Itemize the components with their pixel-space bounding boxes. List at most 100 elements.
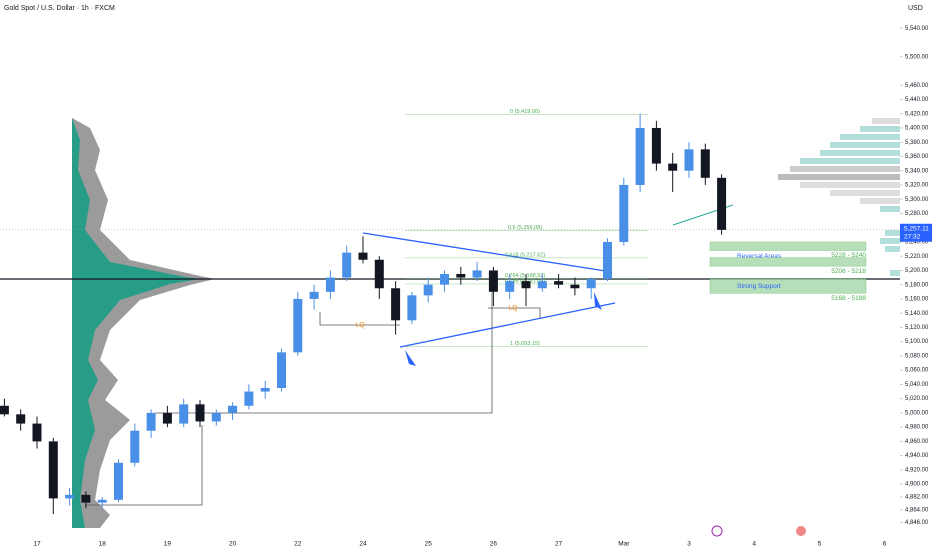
y-tick-label: 5,100.00 [905, 339, 929, 345]
y-tick-label: 4,900.00 [905, 482, 929, 488]
zone-title: Reversal Areas [737, 253, 782, 260]
candle-body [635, 127, 645, 185]
y-tick-label: 5,180.00 [905, 282, 929, 288]
candle-body [114, 462, 123, 500]
candle-body [293, 298, 303, 353]
candle-body [700, 149, 710, 178]
candle-body [668, 163, 678, 171]
trend-line [362, 232, 613, 273]
y-tick-label: 5,120.00 [905, 325, 929, 331]
volume-profile-gray [72, 118, 215, 528]
candle-body [342, 252, 352, 278]
currency: USD [908, 5, 923, 12]
x-tick-label: 24 [359, 541, 367, 548]
y-tick-label: 5,240.00 [905, 240, 929, 246]
price-tag [900, 223, 932, 242]
candle-body [391, 288, 401, 321]
y-tick-label: 4,846.00 [905, 520, 929, 526]
candle-body [423, 284, 433, 296]
y-tick-label: 5,460.00 [905, 83, 929, 89]
y-tick-label: 4,882.00 [905, 495, 929, 501]
candle-body [244, 391, 254, 406]
candle-body [684, 149, 694, 171]
y-tick-label: 4,920.00 [905, 467, 929, 473]
y-tick-label: 5,020.00 [905, 396, 929, 402]
y-tick-label: 5,280.00 [905, 211, 929, 217]
x-tick-label: 18 [99, 541, 107, 548]
candle-body [521, 281, 531, 289]
x-tick-label: 6 [883, 541, 887, 548]
candle-body [16, 414, 26, 424]
y-tick-label: 4,980.00 [905, 425, 929, 431]
y-tick-label: 5,440.00 [905, 97, 929, 103]
y-tick-label: 5,220.00 [905, 254, 929, 260]
candle-body [32, 423, 42, 442]
y-tick-label: 5,360.00 [905, 154, 929, 160]
candle-body [0, 405, 9, 415]
lq-bracket [319, 312, 400, 326]
candle-body [358, 252, 368, 260]
zone [709, 278, 867, 294]
x-tick-label: 22 [294, 541, 302, 548]
x-tick-label: 25 [425, 541, 433, 548]
candle-body [407, 295, 417, 321]
lq-bracket [488, 307, 541, 318]
candle-body [537, 281, 547, 289]
x-tick-label: 5 [818, 541, 822, 548]
candle-body [195, 404, 205, 422]
right-volume-profile [778, 118, 900, 276]
zone-range: 5206 - 5218 [831, 268, 866, 275]
price-label: 5,257.11 [904, 225, 929, 232]
candle-body [179, 404, 189, 424]
y-tick-label: 5,160.00 [905, 297, 929, 303]
candle-body [325, 277, 335, 292]
x-tick-label: Mar [618, 541, 630, 548]
x-tick-label: 20 [229, 541, 237, 548]
y-tick-label: 5,080.00 [905, 353, 929, 359]
event-icon[interactable] [796, 526, 806, 536]
y-tick-label: 5,420.00 [905, 111, 929, 117]
y-tick-label: 5,380.00 [905, 140, 929, 146]
candle-body [456, 274, 466, 278]
annotation: LQ [508, 305, 518, 312]
volume-profile-teal [72, 118, 200, 528]
candle-body [651, 127, 661, 164]
fib-label: 0.5 (5,256.08) [508, 225, 542, 231]
candle-body [211, 412, 221, 422]
x-tick-label: 3 [687, 541, 691, 548]
y-tick-label: 5,300.00 [905, 197, 929, 203]
y-tick-label: 5,040.00 [905, 382, 929, 388]
y-tick-label: 5,000.00 [905, 410, 929, 416]
candle-body [374, 259, 384, 289]
arrow [594, 292, 602, 310]
zone-title: Strong Support [737, 283, 781, 290]
candle-body [619, 184, 629, 242]
candle-body [162, 412, 172, 424]
candle-body [570, 284, 580, 289]
fib-label: 0.618 (5,217.62) [505, 252, 546, 258]
y-tick-label: 4,864.00 [905, 507, 929, 513]
candle-body [603, 241, 612, 279]
x-tick-label: 4 [752, 541, 756, 548]
candle-body [472, 270, 482, 278]
y-tick-label: 5,320.00 [905, 183, 929, 189]
candle-body [130, 430, 140, 463]
candle-body [260, 387, 270, 392]
candle-body [228, 405, 238, 413]
x-tick-label: 19 [164, 541, 172, 548]
candle-body [309, 291, 319, 299]
y-tick-label: 5,340.00 [905, 168, 929, 174]
candle-body [554, 281, 564, 285]
event-icon[interactable] [711, 525, 723, 537]
y-tick-label: 5,060.00 [905, 368, 929, 374]
candle-body [488, 270, 498, 292]
candle-body [277, 352, 286, 388]
y-tick-label: 5,140.00 [905, 311, 929, 317]
candle-body [505, 281, 515, 292]
x-tick-label: 27 [555, 541, 563, 548]
x-tick-label: 26 [490, 541, 498, 548]
candle-body [81, 494, 91, 503]
countdown: 27:32 [904, 233, 921, 240]
zone-range: 5228 - 5240 [831, 252, 866, 259]
